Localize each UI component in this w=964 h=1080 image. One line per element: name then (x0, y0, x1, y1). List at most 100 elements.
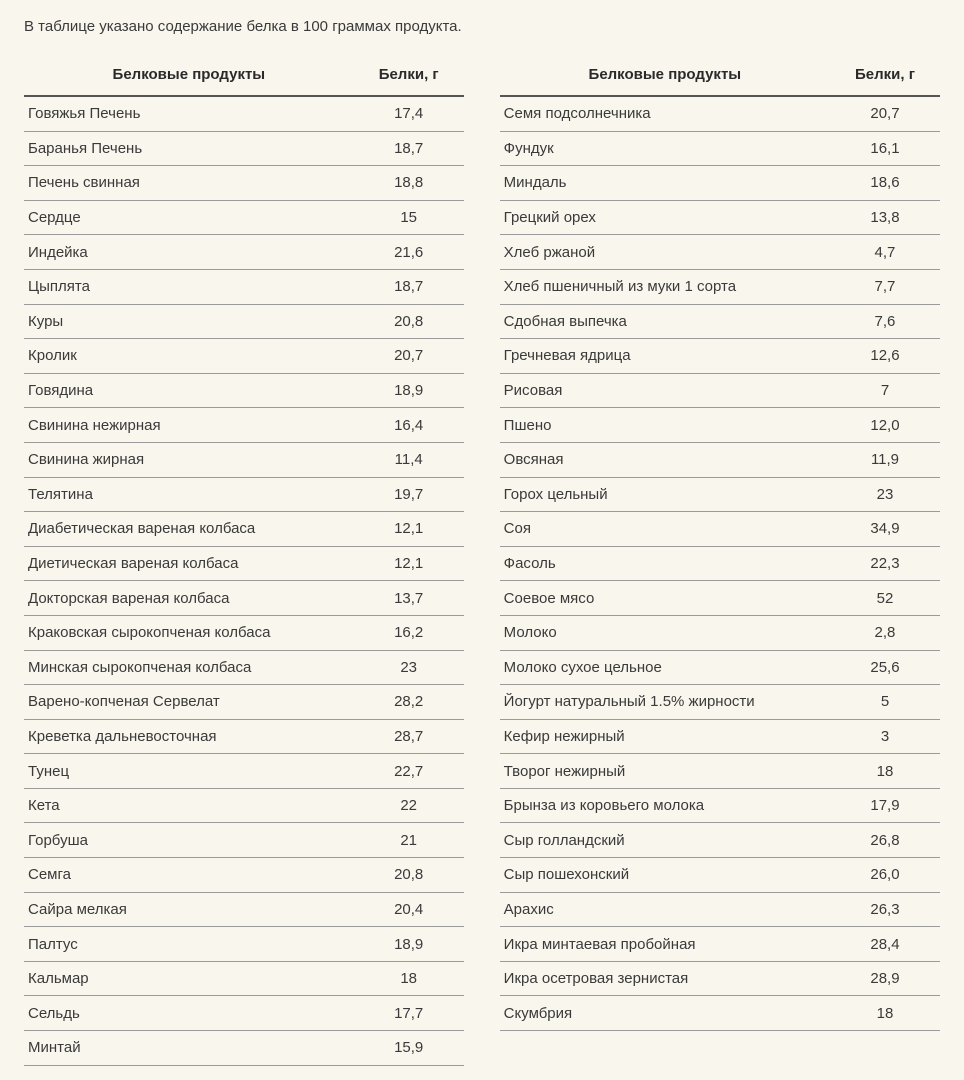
table-row: Овсяная11,9 (500, 443, 940, 478)
table-row: Свинина нежирная16,4 (24, 408, 464, 443)
value-cell: 26,8 (830, 832, 940, 849)
value-cell: 22 (354, 797, 464, 814)
value-cell: 15 (354, 209, 464, 226)
table-row: Креветка дальневосточная28,7 (24, 720, 464, 755)
product-cell: Пшено (500, 417, 830, 434)
product-cell: Диетическая вареная колбаса (24, 555, 354, 572)
table-right-column: Белковые продукты Белки, г Семя подсолне… (464, 53, 940, 1066)
table-row: Говядина18,9 (24, 374, 464, 409)
product-cell: Хлеб пшеничный из муки 1 сорта (500, 278, 830, 295)
product-cell: Семя подсолнечника (500, 105, 830, 122)
product-cell: Варено-копченая Сервелат (24, 693, 354, 710)
product-cell: Диабетическая вареная колбаса (24, 520, 354, 537)
table-left-column: Белковые продукты Белки, г Говяжья Печен… (24, 53, 464, 1066)
product-cell: Сдобная выпечка (500, 313, 830, 330)
table-row: Семя подсолнечника20,7 (500, 97, 940, 132)
product-cell: Говядина (24, 382, 354, 399)
product-cell: Соевое мясо (500, 590, 830, 607)
value-cell: 18,6 (830, 174, 940, 191)
header-product-right: Белковые продукты (500, 66, 830, 83)
value-cell: 7,6 (830, 313, 940, 330)
table-row: Докторская вареная колбаса13,7 (24, 581, 464, 616)
header-product-left: Белковые продукты (24, 66, 354, 83)
table-row: Фундук16,1 (500, 132, 940, 167)
table-row: Сыр пошехонский26,0 (500, 858, 940, 893)
product-cell: Баранья Печень (24, 140, 354, 157)
table-row: Грецкий орех13,8 (500, 201, 940, 236)
product-cell: Палтус (24, 936, 354, 953)
value-cell: 16,2 (354, 624, 464, 641)
product-cell: Молоко (500, 624, 830, 641)
value-cell: 18,9 (354, 382, 464, 399)
value-cell: 18 (830, 1005, 940, 1022)
value-cell: 16,1 (830, 140, 940, 157)
table-row: Говяжья Печень17,4 (24, 97, 464, 132)
table-row: Сердце15 (24, 201, 464, 236)
table-row: Творог нежирный18 (500, 754, 940, 789)
value-cell: 12,1 (354, 555, 464, 572)
value-cell: 3 (830, 728, 940, 745)
value-cell: 18,7 (354, 278, 464, 295)
table-row: Баранья Печень18,7 (24, 132, 464, 167)
table-row: Куры20,8 (24, 305, 464, 340)
product-cell: Тунец (24, 763, 354, 780)
value-cell: 23 (354, 659, 464, 676)
table-row: Свинина жирная11,4 (24, 443, 464, 478)
table-row: Варено-копченая Сервелат28,2 (24, 685, 464, 720)
value-cell: 11,9 (830, 451, 940, 468)
table-row: Хлеб пшеничный из муки 1 сорта7,7 (500, 270, 940, 305)
product-cell: Творог нежирный (500, 763, 830, 780)
value-cell: 12,1 (354, 520, 464, 537)
table-row: Сыр голландский26,8 (500, 823, 940, 858)
table-row: Гречневая ядрица12,6 (500, 339, 940, 374)
product-cell: Брынза из коровьего молока (500, 797, 830, 814)
product-cell: Свинина нежирная (24, 417, 354, 434)
value-cell: 2,8 (830, 624, 940, 641)
table-row: Краковская сырокопченая колбаса16,2 (24, 616, 464, 651)
value-cell: 20,4 (354, 901, 464, 918)
table-row: Горбуша21 (24, 823, 464, 858)
product-cell: Сыр голландский (500, 832, 830, 849)
table-row: Брынза из коровьего молока17,9 (500, 789, 940, 824)
value-cell: 18,8 (354, 174, 464, 191)
table-row: Палтус18,9 (24, 927, 464, 962)
table-row: Сдобная выпечка7,6 (500, 305, 940, 340)
value-cell: 20,7 (354, 347, 464, 364)
table-row: Фасоль22,3 (500, 547, 940, 582)
value-cell: 12,0 (830, 417, 940, 434)
value-cell: 13,8 (830, 209, 940, 226)
table-row: Хлеб ржаной4,7 (500, 235, 940, 270)
product-cell: Арахис (500, 901, 830, 918)
value-cell: 20,8 (354, 313, 464, 330)
value-cell: 12,6 (830, 347, 940, 364)
product-cell: Сердце (24, 209, 354, 226)
value-cell: 52 (830, 590, 940, 607)
product-cell: Сельдь (24, 1005, 354, 1022)
table-row: Сельдь17,7 (24, 996, 464, 1031)
table-row: Кролик20,7 (24, 339, 464, 374)
value-cell: 17,4 (354, 105, 464, 122)
product-cell: Кальмар (24, 970, 354, 987)
product-cell: Горбуша (24, 832, 354, 849)
product-cell: Молоко сухое цельное (500, 659, 830, 676)
value-cell: 28,4 (830, 936, 940, 953)
table-row: Скумбрия18 (500, 996, 940, 1031)
product-cell: Куры (24, 313, 354, 330)
table-row: Йогурт натуральный 1.5% жирности5 (500, 685, 940, 720)
value-cell: 22,3 (830, 555, 940, 572)
product-cell: Соя (500, 520, 830, 537)
table-row: Минская сырокопченая колбаса23 (24, 651, 464, 686)
value-cell: 19,7 (354, 486, 464, 503)
product-cell: Кролик (24, 347, 354, 364)
value-cell: 5 (830, 693, 940, 710)
product-cell: Телятина (24, 486, 354, 503)
product-cell: Икра минтаевая пробойная (500, 936, 830, 953)
table-row: Рисовая7 (500, 374, 940, 409)
product-cell: Цыплята (24, 278, 354, 295)
value-cell: 34,9 (830, 520, 940, 537)
header-row: Белковые продукты Белки, г (24, 53, 464, 97)
product-cell: Краковская сырокопченая колбаса (24, 624, 354, 641)
product-cell: Горох цельный (500, 486, 830, 503)
table-row: Кальмар18 (24, 962, 464, 997)
product-cell: Кефир нежирный (500, 728, 830, 745)
